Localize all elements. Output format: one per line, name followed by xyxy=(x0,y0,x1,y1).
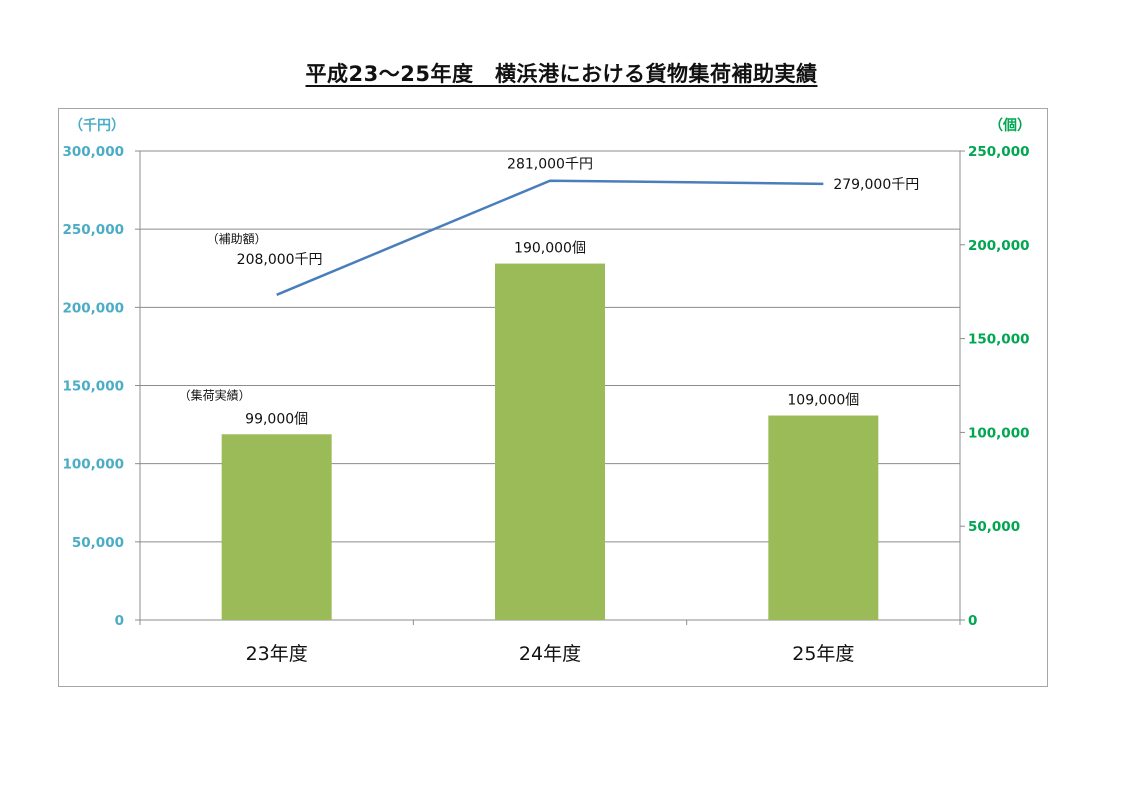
category-label: 25年度 xyxy=(792,643,854,665)
chart: 0 50,000 100,000 150,000 200,000 250,000 300,0… xyxy=(63,117,1032,665)
line-series-label: （補助額） xyxy=(207,232,267,246)
left-tick-label: 50,000 xyxy=(72,535,124,551)
right-tick-label: 150,000 xyxy=(968,332,1030,348)
left-tick-label: 300,000 xyxy=(63,144,125,160)
right-tick-label: 250,000 xyxy=(968,144,1030,160)
line-data-label: 279,000千円 xyxy=(833,177,919,193)
bar-data-label: 99,000個 xyxy=(245,411,308,427)
bar-series-label: （集荷実績） xyxy=(179,387,251,402)
right-tick-label: 0 xyxy=(968,613,977,629)
bar xyxy=(768,415,879,620)
left-tick-label: 150,000 xyxy=(63,379,125,395)
bar-data-label: 109,000個 xyxy=(787,393,859,409)
right-tick-label: 100,000 xyxy=(968,425,1030,441)
left-axis-unit: （千円） xyxy=(69,117,125,134)
line-data-label: 208,000千円 xyxy=(237,252,323,268)
category-label: 23年度 xyxy=(246,643,308,665)
page-title: 平成23～25年度 横浜港における貨物集荷補助実績 xyxy=(305,62,818,86)
line-series xyxy=(276,179,824,296)
right-tick-label: 200,000 xyxy=(968,238,1030,254)
left-tick-label: 0 xyxy=(115,613,124,629)
left-tick-label: 250,000 xyxy=(63,222,125,238)
right-tick-label: 50,000 xyxy=(968,519,1020,535)
left-tick-label: 200,000 xyxy=(63,300,125,316)
right-axis-unit: （個） xyxy=(989,117,1031,134)
bar xyxy=(495,263,605,620)
left-tick-label: 100,000 xyxy=(63,457,125,473)
bar-data-label: 190,000個 xyxy=(514,241,586,257)
bar xyxy=(221,434,332,620)
category-label: 24年度 xyxy=(519,643,581,665)
chart-frame: 0 50,000 100,000 150,000 200,000 250,000 300,0… xyxy=(58,108,1048,687)
line-data-label: 281,000千円 xyxy=(507,157,593,173)
